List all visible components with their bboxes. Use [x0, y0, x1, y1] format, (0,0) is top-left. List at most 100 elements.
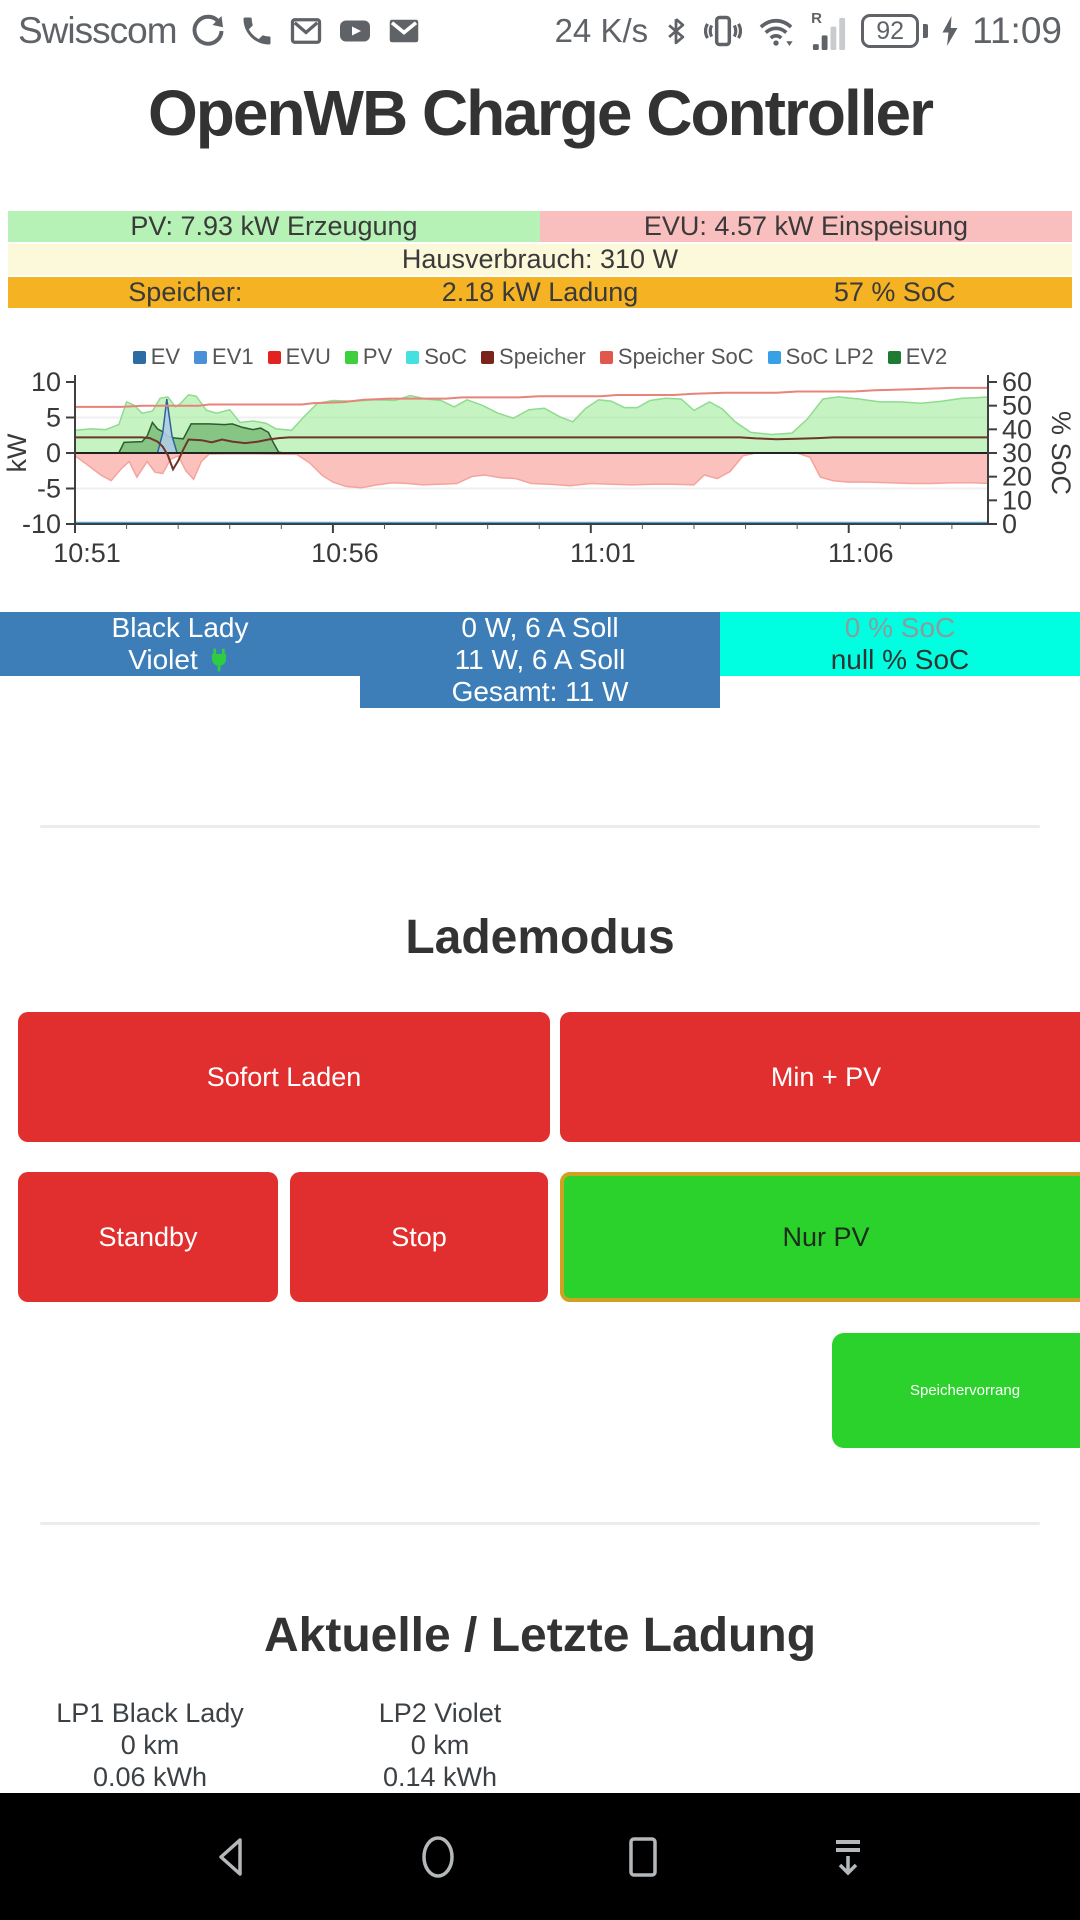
legend-label: PV — [362, 344, 393, 369]
nur-pv-button[interactable]: Nur PV — [560, 1172, 1080, 1302]
phone-icon — [243, 17, 271, 45]
svg-text:5: 5 — [46, 403, 61, 433]
chargepoint-soc[interactable]: 0 % SoC null % SoC — [720, 612, 1080, 676]
signal-icon: R — [810, 9, 848, 53]
sync-icon — [192, 14, 223, 46]
legend-item-ev: EV — [132, 344, 181, 370]
back-button[interactable] — [209, 1833, 257, 1881]
home-button[interactable] — [414, 1833, 462, 1881]
lp2-summary: LP2 Violet 0 km 0.14 kWh — [280, 1697, 600, 1793]
svg-text:11:01: 11:01 — [570, 538, 636, 568]
network-speed: 24 K/s — [554, 12, 649, 49]
chargepoint-1-name: Black Lady — [111, 612, 249, 643]
legend-label: SoC LP2 — [785, 344, 874, 369]
legend-item-soc: SoC — [406, 344, 467, 370]
legend-item-pv: PV — [344, 344, 393, 370]
status-bar-left: Swisscom — [18, 10, 422, 52]
lp1-name: LP1 Black Lady — [56, 1698, 244, 1728]
speicher-row: Speicher: 2.18 kW Ladung 57 % SoC — [8, 277, 1073, 308]
home-icon — [421, 1835, 454, 1878]
legend-label: EVU — [285, 344, 331, 369]
lp2-energy: 0.14 kWh — [382, 1762, 498, 1792]
chargepoint-names[interactable]: Black Lady Violet — [0, 612, 360, 676]
recents-icon — [628, 1836, 657, 1877]
lp1-power: 0 W, 6 A Soll — [461, 612, 619, 643]
legend-swatch — [887, 350, 901, 364]
chargepoint-2-name: Violet — [0, 644, 360, 676]
svg-text:20: 20 — [1002, 462, 1032, 492]
status-bar: Swisscom 24 K/s — [0, 0, 1080, 62]
legend-label: Speicher SoC — [617, 344, 754, 369]
page-title: OpenWB Charge Controller — [147, 77, 934, 149]
battery-icon: 92 — [861, 14, 920, 48]
svg-text:30: 30 — [1002, 438, 1032, 468]
lademodus-title: Lademodus — [405, 911, 675, 964]
roaming-indicator: R — [811, 10, 822, 27]
legend-item-ev2: EV2 — [887, 344, 947, 370]
divider — [40, 1522, 1040, 1525]
legend-swatch — [132, 350, 146, 364]
legend-swatch — [194, 350, 208, 364]
chart-legend: EV EV1 EVU PV SoC Speicher Speicher SoC SoC LP2… — [0, 342, 1080, 372]
legend-swatch — [406, 350, 420, 364]
lp2-soc: null % SoC — [830, 644, 970, 675]
svg-text:60: 60 — [1002, 372, 1032, 397]
standby-button[interactable]: Standby — [18, 1172, 278, 1302]
svg-text:10:56: 10:56 — [311, 538, 379, 568]
legend-swatch — [267, 350, 281, 364]
mail-icon — [389, 19, 418, 43]
min-pv-button[interactable]: Min + PV — [560, 1012, 1080, 1142]
legend-label: SoC — [424, 344, 468, 369]
legend-item-speicher-soc: Speicher SoC — [599, 344, 754, 370]
plug-icon — [211, 648, 226, 672]
lp1-energy: 0.06 kWh — [92, 1762, 208, 1792]
hausverbrauch-status: Hausverbrauch: 310 W — [8, 244, 1072, 275]
speicher-label: Speicher: — [8, 277, 363, 308]
divider — [40, 825, 1040, 828]
speichervorrang-button[interactable]: Speichervorrang — [832, 1333, 1080, 1448]
speicher-soc: 57 % SoC — [717, 277, 1073, 308]
android-nav-bar — [0, 1793, 1080, 1920]
vibrate-icon — [704, 15, 743, 47]
legend-label: EV — [150, 344, 181, 369]
power-status-rows: PV: 7.93 kW Erzeugung EVU: 4.57 kW Einsp… — [8, 211, 1073, 310]
total-power: Gesamt: 11 W — [451, 676, 629, 707]
svg-text:10:51: 10:51 — [53, 538, 121, 568]
battery-nub — [923, 24, 929, 38]
legend-swatch — [599, 350, 613, 364]
svg-text:-10: -10 — [22, 509, 61, 539]
svg-text:40: 40 — [1002, 414, 1032, 444]
legend-swatch — [767, 350, 781, 364]
wifi-icon — [759, 18, 793, 47]
hausverbrauch-row: Hausverbrauch: 310 W — [8, 244, 1072, 275]
lp2-power: 11 W, 6 A Soll — [454, 644, 626, 675]
status-bar-right: 24 K/s R — [555, 9, 1062, 53]
svg-text:50: 50 — [1002, 391, 1032, 421]
chargepoint-power[interactable]: 0 W, 6 A Soll 11 W, 6 A Soll Gesamt: 11 … — [360, 612, 720, 708]
legend-swatch — [481, 350, 495, 364]
sofort-laden-button[interactable]: Sofort Laden — [18, 1012, 550, 1142]
hide-navbar-button[interactable] — [824, 1833, 872, 1881]
stop-button[interactable]: Stop — [290, 1172, 548, 1302]
legend-item-ev1: EV1 — [194, 344, 254, 370]
recents-button[interactable] — [619, 1833, 667, 1881]
evu-status: EVU: 4.57 kW Einspeisung — [540, 211, 1072, 242]
speicher-ladung: 2.18 kW Ladung — [362, 277, 718, 308]
legend-item-speicher: Speicher — [481, 344, 586, 370]
svg-text:10: 10 — [1002, 485, 1032, 515]
svg-text:% SoC: % SoC — [1046, 411, 1076, 495]
chart-section: EV EV1 EVU PV SoC Speicher Speicher SoC SoC LP2… — [0, 342, 1080, 570]
carrier-label: Swisscom — [18, 10, 178, 51]
lp2-name: LP2 Violet — [378, 1698, 502, 1728]
youtube-icon — [339, 20, 370, 42]
svg-text:0: 0 — [1002, 509, 1017, 539]
lp2-distance: 0 km — [410, 1730, 470, 1760]
svg-text:10: 10 — [31, 372, 61, 397]
svg-text:0: 0 — [46, 438, 61, 468]
lp1-distance: 0 km — [120, 1730, 180, 1760]
pv-status: PV: 7.93 kW Erzeugung — [8, 211, 540, 242]
charging-bolt-icon — [942, 16, 958, 46]
back-icon — [218, 1837, 242, 1876]
